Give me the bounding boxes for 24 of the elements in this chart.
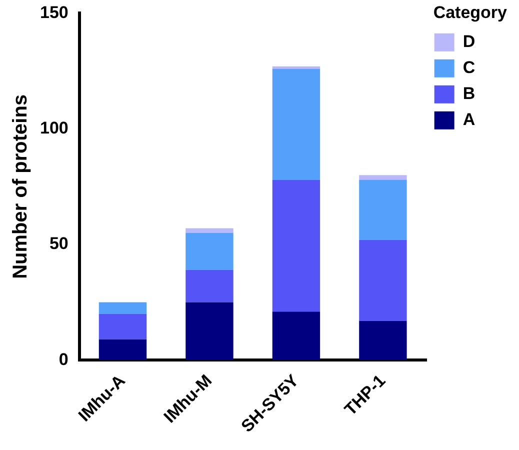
bar [359, 240, 407, 321]
legend-title: Category [433, 3, 508, 22]
bar [359, 180, 407, 240]
legend-label: C [462, 58, 476, 78]
y-tick-label: 0 [58, 350, 68, 369]
legend-label: B [462, 84, 476, 104]
bar [272, 312, 320, 360]
bar [186, 232, 234, 270]
bar [98, 314, 147, 340]
bar [359, 320, 407, 360]
bar [272, 68, 320, 180]
y-axis-title: Number of proteins [10, 94, 32, 279]
bar [98, 302, 147, 314]
bar [186, 270, 234, 302]
legend-label: A [462, 110, 476, 130]
bar [186, 302, 234, 360]
bar [359, 175, 407, 180]
bar [98, 339, 147, 360]
y-tick-label: 100 [40, 118, 68, 138]
bar [186, 228, 234, 233]
y-tick-label: 50 [49, 234, 68, 254]
legend-label: D [462, 32, 476, 52]
y-tick-label: 150 [40, 2, 68, 22]
bar [272, 180, 320, 312]
